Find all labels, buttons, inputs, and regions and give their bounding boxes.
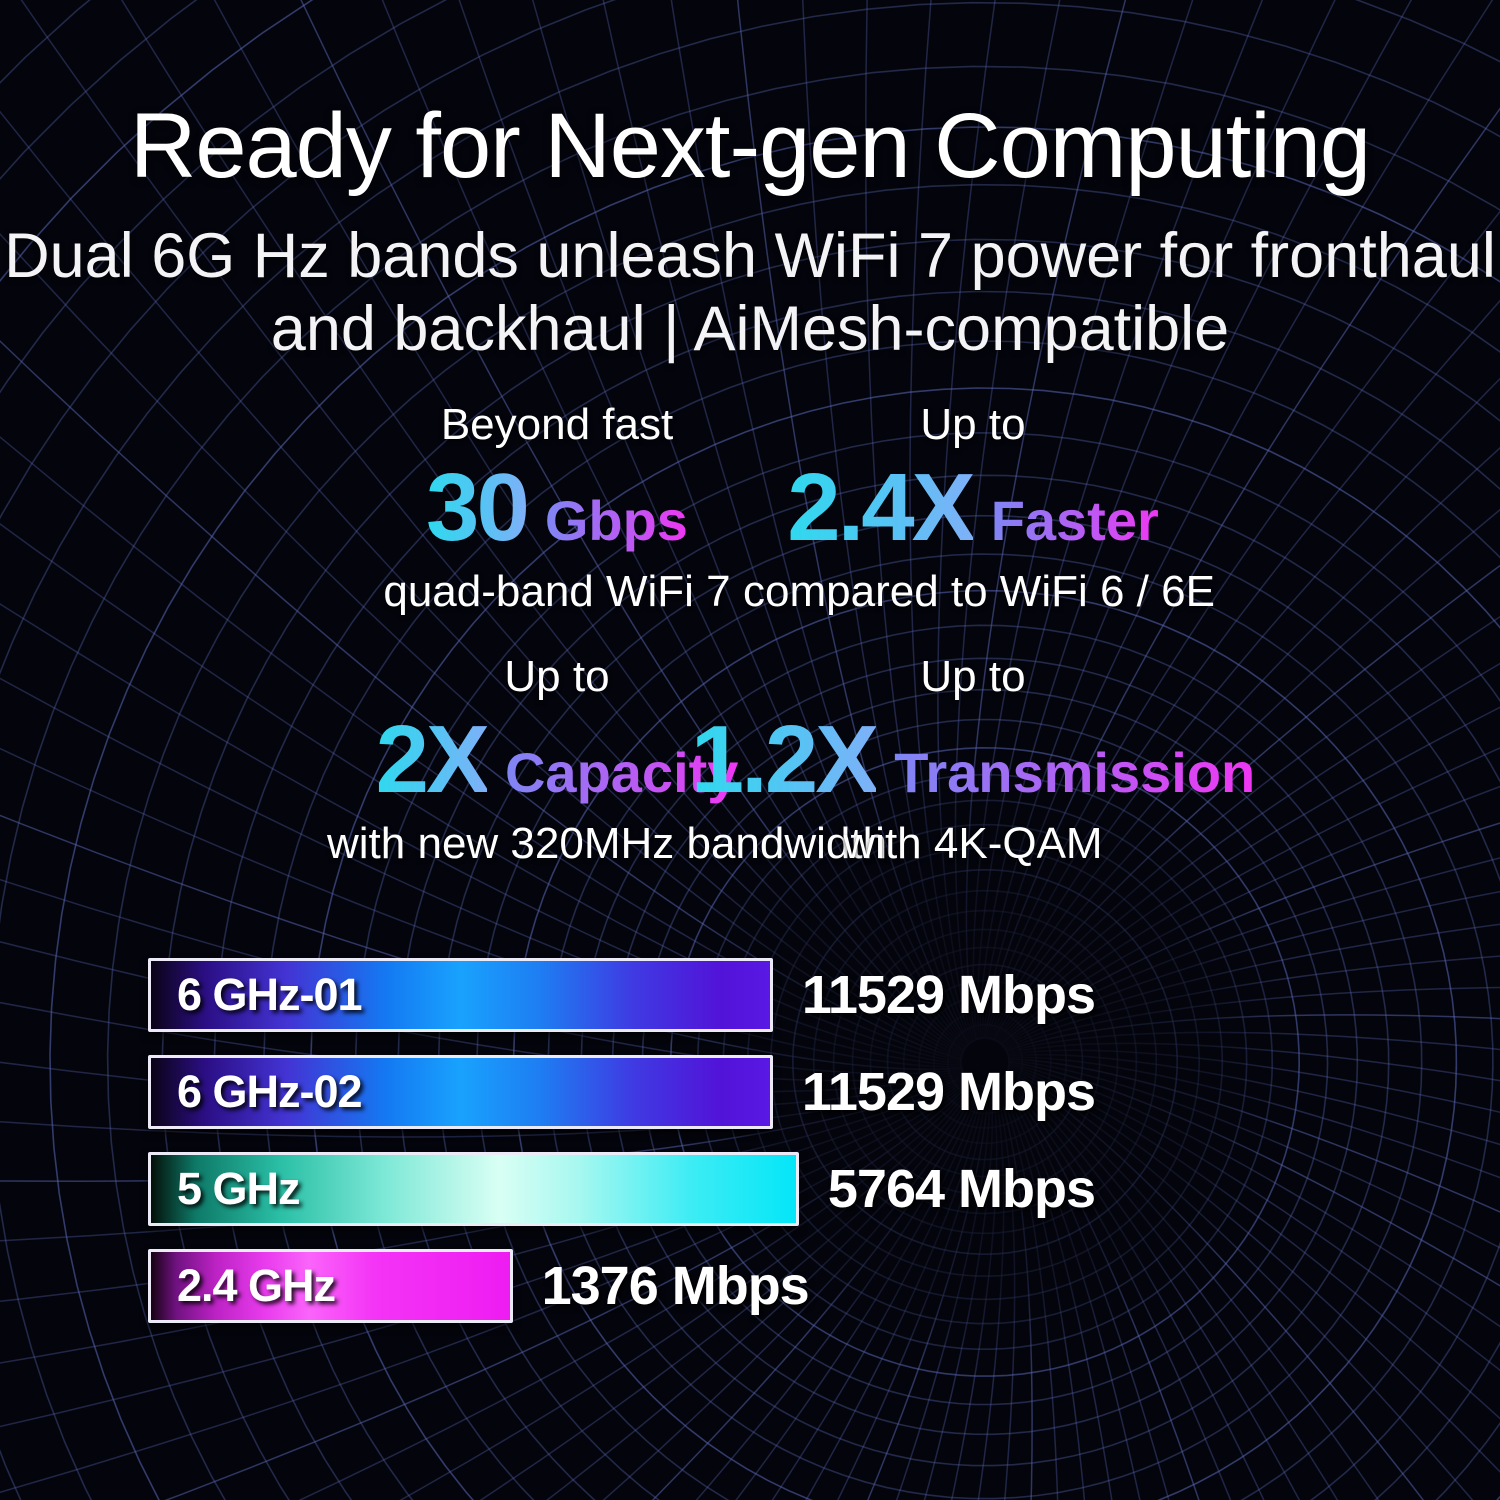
chart-row-6ghz-02: 6 GHz-02 11529 Mbps <box>148 1055 1096 1129</box>
stat-transmission-eyebrow: Up to <box>920 652 1026 701</box>
stat-speed-unit: Gbps <box>544 489 688 552</box>
stat-speed-caption: quad-band WiFi 7 <box>383 567 731 616</box>
bar-6ghz-01-label: 6 GHz-01 <box>177 969 363 1020</box>
bar-5ghz: 5 GHz <box>148 1152 799 1226</box>
chart-row-24ghz: 2.4 GHz 1376 Mbps <box>148 1249 1095 1323</box>
bar-6ghz-01: 6 GHz-01 <box>148 958 773 1032</box>
stat-faster: Up to 2.4X Faster compared to WiFi 6 / 6… <box>743 400 1215 616</box>
stat-speed-eyebrow: Beyond fast <box>440 400 674 449</box>
chart-row-5ghz: 5 GHz 5764 Mbps <box>148 1152 1096 1226</box>
stat-speed: Beyond fast 30 Gbps quad-band WiFi 7 <box>327 402 787 616</box>
stat-capacity-caption: with new 320MHz bandwidth <box>327 819 888 868</box>
bar-6ghz-02: 6 GHz-02 <box>148 1055 773 1129</box>
stat-speed-value-line: 30 Gbps <box>327 454 787 561</box>
stat-capacity-unit: Capacity <box>504 741 739 804</box>
subtitle-line-1: Dual 6G Hz bands unleash WiFi 7 power fo… <box>4 221 1496 291</box>
bar-6ghz-02-label: 6 GHz-02 <box>177 1066 363 1117</box>
stat-speed-value: 30 <box>426 454 530 561</box>
stat-transmission-caption: with 4K-QAM <box>843 819 1103 868</box>
bar-6ghz-02-value: 11529 Mbps <box>801 1062 1096 1122</box>
bar-24ghz-value: 1376 Mbps <box>541 1256 810 1316</box>
page-title: Ready for Next-gen Computing <box>129 95 1371 197</box>
bar-24ghz: 2.4 GHz <box>148 1249 513 1323</box>
stat-faster-caption: compared to WiFi 6 / 6E <box>743 567 1215 616</box>
bandwidth-bar-chart: 6 GHz-01 11529 Mbps 6 GHz-02 11529 Mbps … <box>148 958 1096 1346</box>
stat-faster-value: 2.4X <box>787 454 975 561</box>
bar-5ghz-label: 5 GHz <box>177 1163 301 1214</box>
bar-5ghz-value: 5764 Mbps <box>827 1159 1096 1219</box>
stat-capacity-value: 2X <box>375 706 490 813</box>
subtitle-line-2: and backhaul | AiMesh-compatible <box>270 294 1230 364</box>
stat-transmission-value-line: 1.2X Transmission <box>691 712 1256 808</box>
page-subtitle: Dual 6G Hz bands unleash WiFi 7 power fo… <box>0 220 1500 366</box>
stat-transmission-unit: Transmission <box>894 741 1256 804</box>
bar-24ghz-label: 2.4 GHz <box>177 1260 336 1311</box>
stat-capacity-value-line: 2X Capacity <box>327 706 787 813</box>
stat-transmission-value: 1.2X <box>690 706 879 813</box>
stat-faster-value-line: 2.4X Faster <box>743 454 1203 561</box>
stat-faster-eyebrow: Up to <box>920 400 1026 449</box>
bar-6ghz-01-value: 11529 Mbps <box>801 965 1096 1025</box>
chart-row-6ghz-01: 6 GHz-01 11529 Mbps <box>148 958 1096 1032</box>
stat-faster-unit: Faster <box>990 489 1159 552</box>
stat-capacity-eyebrow: Up to <box>504 652 610 701</box>
stat-transmission: Up to 1.2X Transmission with 4K-QAM <box>691 652 1256 868</box>
